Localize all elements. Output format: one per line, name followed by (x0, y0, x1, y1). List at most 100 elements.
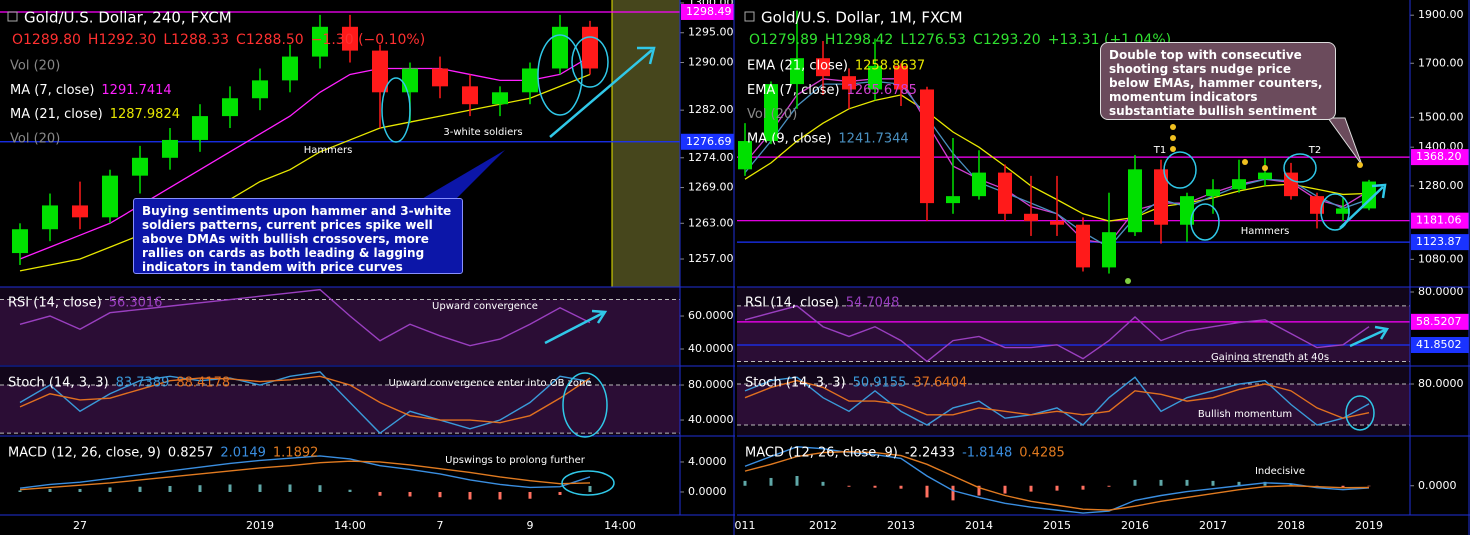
decorations (381, 34, 1390, 496)
candle-body (920, 89, 934, 204)
candle-body (312, 26, 328, 57)
histogram-bar (1341, 485, 1345, 488)
price-plot (0, 11, 680, 272)
x-tick-label: 011 (735, 519, 756, 532)
ohlc-readout: L1276.53 (900, 32, 966, 48)
candle-body (1284, 172, 1298, 197)
y-tick-label: 0.0000 (1418, 479, 1457, 492)
signal-dot (1357, 162, 1363, 168)
histogram-bar (18, 490, 22, 492)
pattern-circle (1283, 153, 1317, 183)
ohlc-readout: C1293.20 (973, 32, 1041, 48)
candle-body (1128, 169, 1142, 233)
histogram-bar (138, 486, 142, 492)
x-tick-label: 27 (73, 519, 87, 532)
annotation: Indecisive (1255, 466, 1305, 477)
signal-dots (1125, 124, 1363, 284)
candle-body (222, 98, 238, 117)
candle-body (582, 26, 598, 69)
histogram-bar (498, 491, 502, 500)
candle-body (192, 116, 208, 140)
indicator-panel (737, 437, 1410, 515)
indicator-readout: 54.7048 (846, 296, 900, 311)
price-label: 1181.06 (1416, 214, 1462, 227)
price-label: 1298.49 (686, 5, 732, 18)
x-tick-label: 7 (437, 519, 444, 532)
chart-title: Gold/U.S. Dollar, 1M, FXCM (761, 9, 963, 27)
callout: Double top with consecutive shooting sta… (1100, 42, 1336, 120)
indicator-readout: -2.2433 (905, 446, 955, 461)
ohlc-readout: C1288.50 (236, 32, 304, 48)
price-label-box (1411, 149, 1469, 166)
annotation: Upward convergence (432, 301, 538, 312)
price-label-box (1411, 336, 1469, 353)
histogram-bar (925, 485, 929, 498)
x-tick-label: 2013 (887, 519, 915, 532)
candle-body (1232, 179, 1246, 190)
x-tick-label: 2019 (1355, 519, 1383, 532)
y-tick-label: 40.0000 (688, 413, 734, 426)
x-tick-label: 14:00 (334, 519, 366, 532)
moving-average (19, 73, 591, 272)
candle-body (372, 50, 388, 93)
histogram-bar (1185, 479, 1189, 486)
histogram-bar (438, 491, 442, 498)
candle-body (738, 141, 752, 170)
indicator-name: Stoch (14, 3, 3) (8, 376, 109, 391)
y-tick-label: 4.0000 (688, 455, 727, 468)
histogram-bar (378, 491, 382, 496)
indicator-name: MACD (12, 26, close, 9) (745, 446, 898, 461)
x-tick-label: 2012 (809, 519, 837, 532)
indicator-readout: 1.1892 (273, 446, 319, 461)
candle-body (1206, 189, 1220, 197)
histogram-bar (769, 477, 773, 486)
window-icon (7, 11, 18, 22)
candle-body (162, 139, 178, 158)
indicator-plot (0, 371, 680, 435)
trend-arrow-head (637, 46, 656, 65)
trend-arrow (549, 49, 653, 138)
candle-body (1336, 208, 1350, 214)
price-label-box (1411, 212, 1469, 229)
histogram-bar (1081, 485, 1085, 490)
trend-arrow (544, 311, 604, 345)
candle-body (432, 68, 448, 87)
candle-body (12, 229, 28, 254)
level-band (0, 299, 680, 365)
histogram-bar (258, 484, 262, 492)
signal-dot (1125, 278, 1131, 284)
candle-body (102, 175, 118, 218)
histogram-bar (1107, 485, 1111, 487)
histogram-bar (468, 491, 472, 500)
histogram-bar (1133, 479, 1137, 486)
y-tick-label: 0.0000 (688, 485, 727, 498)
overlay-readout: 1241.7344 (838, 131, 908, 146)
trend-arrow-head (1371, 183, 1387, 199)
indicator-readout: -1.8148 (962, 446, 1012, 461)
y-tick-label: 1500.00 (1418, 110, 1464, 123)
annotation: Gaining strength at 40s (1211, 352, 1329, 363)
histogram-bar (348, 489, 352, 492)
histogram-bar (821, 481, 825, 486)
candle-body (252, 80, 268, 99)
pattern-circle (562, 372, 608, 438)
indicator-line (744, 450, 1370, 511)
candle-body (816, 58, 830, 77)
candle-body (522, 68, 538, 93)
histogram-bar (873, 485, 877, 488)
indicator-line (19, 371, 591, 435)
indicator-readout: 83.7389 (116, 376, 170, 391)
candle-body (42, 205, 58, 230)
annotation: Bullish momentum (1198, 409, 1292, 420)
callout-pointer (1327, 117, 1363, 166)
histogram-bar (1211, 480, 1215, 486)
candle-body (1154, 169, 1168, 225)
price-label: 1368.20 (1416, 150, 1462, 163)
y-tick-label: 1269.00 (688, 181, 734, 194)
y-tick-label: 1263.00 (688, 216, 734, 229)
indicator-line (19, 375, 591, 424)
histogram-bar (977, 485, 981, 496)
overlay-readout: 1287.9824 (110, 107, 180, 122)
histogram-bar (408, 491, 412, 497)
